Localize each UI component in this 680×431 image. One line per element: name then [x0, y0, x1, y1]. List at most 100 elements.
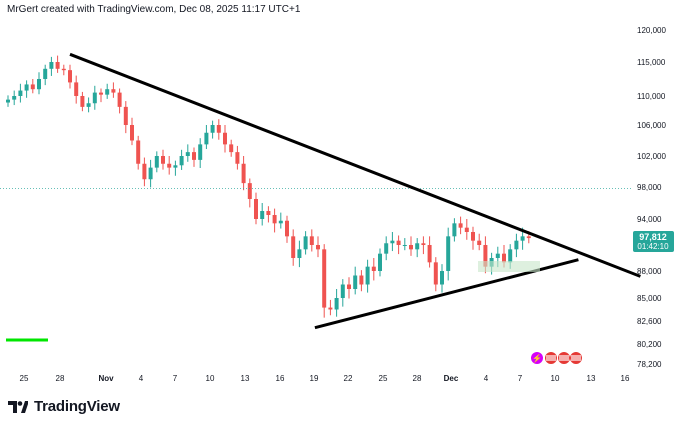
candle-body — [92, 92, 97, 104]
candle-body — [409, 245, 413, 250]
candle-body — [297, 249, 302, 258]
candle-body — [99, 92, 103, 95]
time-tick-label: 13 — [587, 374, 596, 383]
candle-body — [37, 79, 41, 90]
candle-body — [167, 163, 172, 168]
time-tick-label: 7 — [173, 374, 178, 383]
time-tick-label: 16 — [276, 374, 285, 383]
candle-body — [390, 240, 395, 244]
candle-body — [384, 243, 389, 254]
candle-body — [440, 271, 444, 285]
price-tick-label: 102,000 — [637, 152, 666, 161]
price-tick-label: 106,000 — [637, 121, 666, 130]
time-tick-label: 13 — [241, 374, 250, 383]
candle-body — [272, 215, 277, 224]
candle-body — [396, 240, 401, 245]
flag-icon — [571, 355, 581, 361]
candle-body — [433, 262, 438, 285]
candle-body — [241, 163, 246, 184]
time-tick-label: 22 — [344, 374, 353, 383]
candle-body — [254, 199, 258, 219]
time-tick-label: 4 — [139, 374, 144, 383]
candle-body — [216, 125, 221, 133]
candle-body — [74, 82, 79, 96]
candle-body — [477, 240, 482, 245]
candle-body — [43, 68, 48, 79]
candle-body — [49, 62, 54, 69]
tradingview-logo-icon — [8, 400, 28, 413]
candle-body — [185, 152, 190, 156]
candle-body — [18, 90, 23, 96]
candle-body — [483, 245, 488, 267]
candle-body — [365, 266, 370, 285]
candle-body — [61, 68, 66, 71]
candle-body — [526, 236, 531, 239]
candle-body — [502, 253, 506, 263]
candle-body — [415, 243, 420, 250]
candles — [6, 55, 531, 318]
price-tick-label: 115,000 — [637, 58, 666, 67]
candle-body — [520, 236, 525, 241]
price-tick-label: 110,000 — [637, 92, 666, 101]
candle-body — [371, 266, 376, 271]
candle-body — [334, 298, 339, 310]
candle-body — [421, 243, 426, 245]
candle-body — [508, 249, 513, 263]
candle-body — [303, 236, 308, 250]
candle-body — [378, 253, 382, 271]
candle-body — [452, 223, 457, 237]
svg-text:01:42:10: 01:42:10 — [637, 242, 669, 251]
candle-body — [235, 152, 240, 164]
price-tick-label: 94,000 — [637, 215, 662, 224]
candle-body — [266, 211, 271, 215]
candle-body — [309, 236, 314, 245]
candle-body — [210, 125, 215, 133]
tradingview-logo[interactable]: TradingView — [8, 398, 120, 415]
time-tick-label: Dec — [444, 374, 459, 383]
time-axis: 25 28 Nov 4 7 10 13 16 19 22 25 28 Dec 4 7 10 13 16 — [20, 374, 630, 383]
time-tick-label: 28 — [413, 374, 422, 383]
candle-body — [464, 227, 469, 232]
candle-body — [154, 156, 159, 168]
green-zone — [478, 261, 540, 272]
candle-body — [24, 84, 29, 91]
candle-body — [80, 96, 85, 107]
candle-body — [247, 183, 252, 199]
price-label: 97,812 01:42:10 — [633, 231, 674, 252]
time-tick-label: 10 — [551, 374, 560, 383]
time-tick-label: Nov — [98, 374, 114, 383]
candle-body — [30, 84, 35, 90]
candle-body — [229, 144, 234, 153]
chart-header: MrGert created with TradingView.com, Dec… — [7, 4, 301, 15]
price-tick-label: 120,000 — [637, 26, 666, 35]
time-tick-label: 25 — [20, 374, 29, 383]
candle-body — [427, 245, 432, 263]
price-axis: 120,000 115,000 110,000 106,000 102,000 98,00… — [637, 26, 666, 369]
price-tick-label: 85,000 — [637, 294, 662, 303]
event-icons[interactable]: ⚡ — [531, 352, 582, 364]
candle-body — [105, 89, 110, 95]
descending-resistance-trendline[interactable] — [69, 52, 641, 278]
candle-body — [111, 89, 116, 93]
candle-body — [291, 236, 296, 258]
candle-body — [316, 245, 320, 250]
candle-body — [223, 132, 227, 145]
candle-body — [260, 211, 265, 219]
candle-body — [12, 96, 17, 100]
candle-body — [55, 62, 60, 69]
time-tick-label: 10 — [206, 374, 215, 383]
candle-body — [347, 284, 351, 289]
price-tick-label: 88,000 — [637, 267, 662, 276]
time-tick-label: 28 — [56, 374, 65, 383]
price-tick-label: 82,600 — [637, 317, 662, 326]
candle-body — [130, 125, 134, 141]
candle-body — [86, 103, 91, 107]
candle-body — [353, 275, 358, 289]
candle-body — [179, 156, 184, 166]
price-tick-label: 78,200 — [637, 360, 662, 369]
candle-body — [136, 140, 141, 164]
candle-body — [471, 232, 475, 241]
candle-body — [278, 220, 283, 224]
